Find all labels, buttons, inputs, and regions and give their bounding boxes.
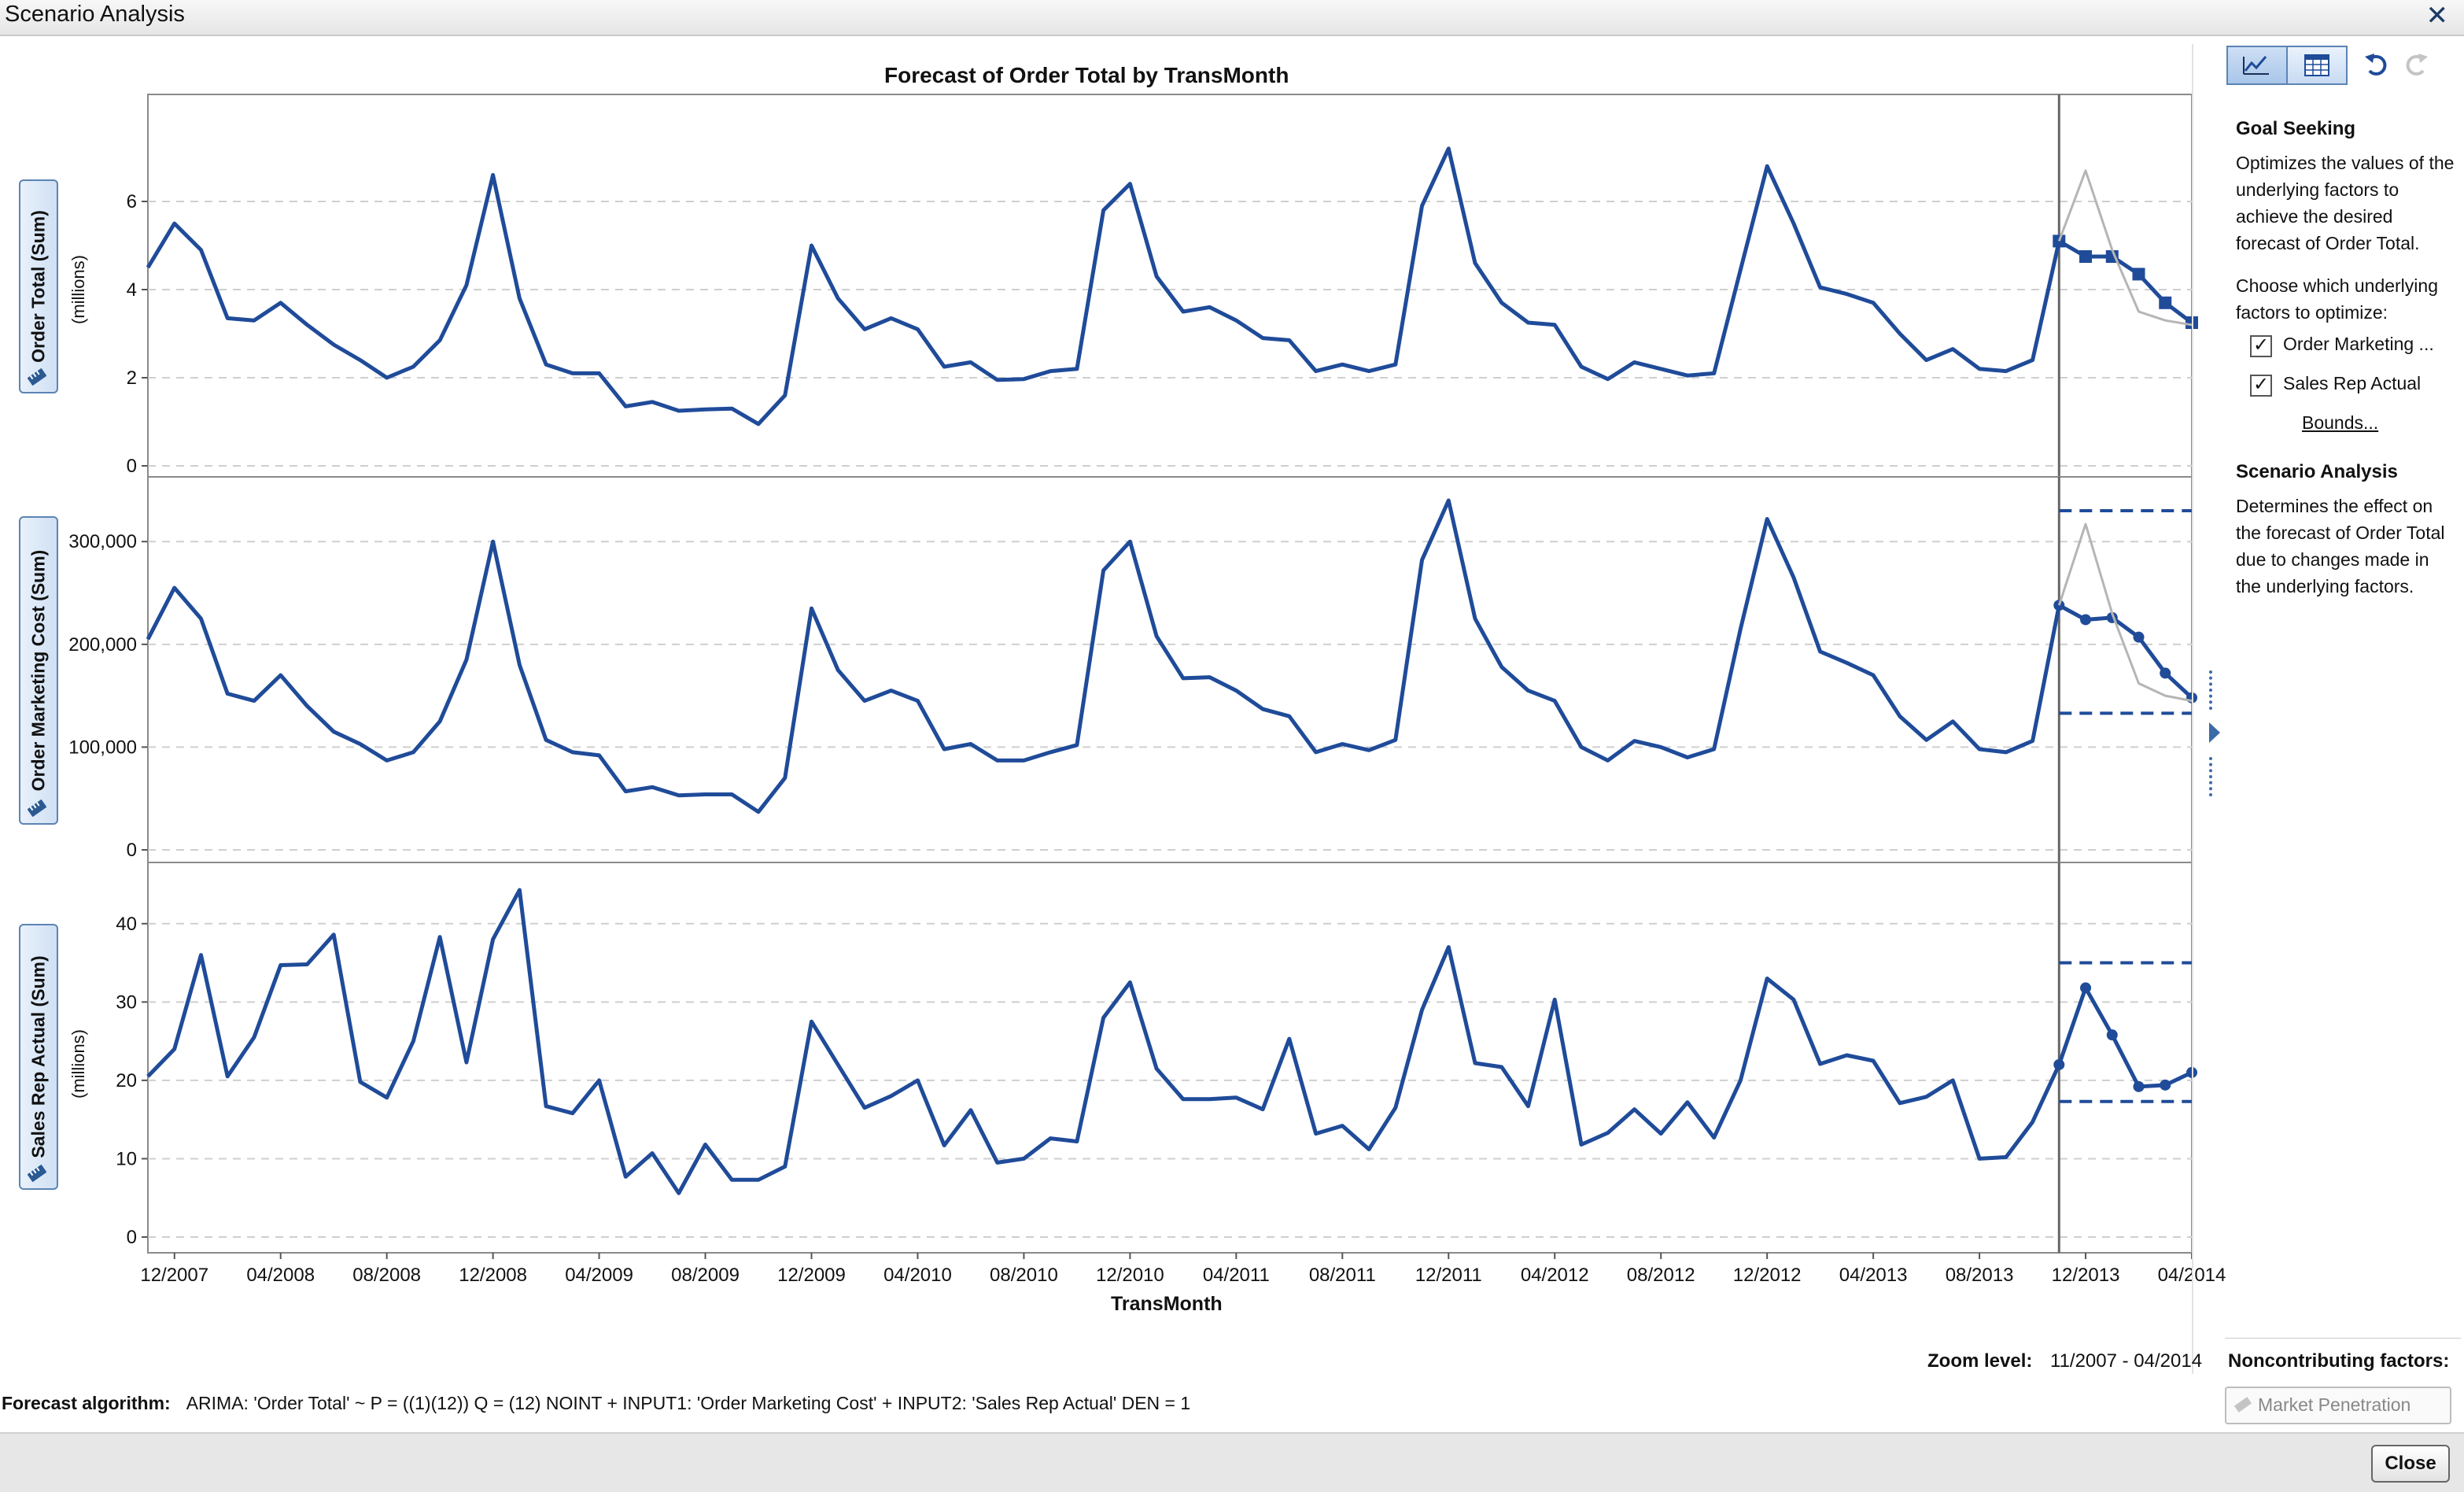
forecast-point [2053, 1058, 2065, 1070]
scenario-forecast-line [2056, 985, 2193, 1089]
x-tick-label: 08/2013 [1946, 1265, 2014, 1286]
y-tick-label: 100,000 [68, 737, 137, 758]
forecast-point [2079, 250, 2093, 263]
y-tick-label: 0 [127, 456, 137, 477]
y-tick-label: 20 [116, 1070, 137, 1091]
forecast-point [2106, 1029, 2118, 1041]
x-tick-label: 08/2012 [1627, 1265, 1695, 1286]
zoom-level-label: Zoom level: [1927, 1350, 2033, 1372]
x-axis-label: TransMonth [1111, 1293, 1223, 1315]
y-tick-label: 10 [116, 1148, 137, 1169]
forecast-algorithm-text: ARIMA: 'Order Total' ~ P = ((1)(12)) Q =… [186, 1393, 1191, 1413]
sales-rep-actual-axis-button[interactable]: Sales Rep Actual (Sum) [19, 924, 58, 1190]
close-button[interactable]: Close [2371, 1445, 2450, 1483]
plot-frame [147, 94, 2193, 478]
plot-frame [147, 476, 2193, 863]
x-tick-label: 04/2012 [1521, 1265, 1589, 1286]
line-chart-icon [2243, 56, 2269, 75]
goal-seeking-description: Optimizes the values of the underlying f… [2236, 153, 2455, 253]
market-penetration-factor[interactable]: Market Penetration [2225, 1387, 2451, 1424]
forecast-point [2160, 1079, 2171, 1091]
line-chart-view-button[interactable] [2226, 46, 2288, 85]
ruler-icon [28, 1165, 46, 1182]
forecast-point [2159, 296, 2172, 309]
sales-rep-actual-checkbox[interactable] [2250, 373, 2272, 397]
choose-factors-text: Choose which underlying factors to optim… [2236, 275, 2438, 323]
zoom-level-value: 11/2007 - 04/2014 [2050, 1350, 2203, 1372]
x-tick-label: 12/2010 [1096, 1265, 1164, 1286]
forecast-point [2053, 600, 2065, 611]
x-tick-label: 04/2010 [883, 1265, 952, 1286]
ruler-icon [28, 368, 46, 386]
x-tick-label: 12/2008 [459, 1265, 527, 1286]
forecast-point [2053, 235, 2066, 248]
forecast-point [2080, 614, 2092, 626]
sidebar-separator [2225, 1338, 2461, 1339]
x-tick-label: 12/2009 [777, 1265, 846, 1286]
order-total-axis-button[interactable]: Order Total (Sum) [19, 179, 58, 393]
y-tick-label: 200,000 [68, 634, 137, 656]
redo-icon[interactable] [2403, 50, 2431, 79]
resize-grip[interactable] [2209, 670, 2215, 710]
order-marketing-cost-axis-button[interactable]: Order Marketing Cost (Sum) [19, 516, 58, 825]
y-tick-label: 40 [116, 914, 137, 935]
resize-grip[interactable] [2209, 757, 2215, 796]
forecast-point [2133, 1080, 2145, 1092]
x-tick-label: 04/2013 [1839, 1265, 1908, 1286]
sales-rep-actual-factor-label: Sales Rep Actual [2283, 373, 2422, 393]
y-tick-label: 6 [127, 191, 137, 212]
x-tick-label: 08/2010 [990, 1265, 1058, 1286]
forecast-point [2080, 982, 2092, 994]
x-tick-label: 12/2007 [140, 1265, 208, 1286]
scenario-analysis-description: Determines the effect on the forecast of… [2236, 496, 2445, 596]
baseline-forecast-line [2057, 523, 2193, 703]
history-line [146, 146, 2061, 427]
x-tick-label: 08/2009 [671, 1265, 740, 1286]
forecast-point [2133, 631, 2145, 643]
x-tick-label: 04/2011 [1203, 1265, 1270, 1286]
forecast-algorithm-label: Forecast algorithm: [2, 1393, 171, 1413]
plot-frame [147, 862, 2193, 1254]
y-tick-label: 4 [127, 279, 137, 301]
panel-divider [2192, 44, 2193, 1374]
x-tick-label: 12/2011 [1415, 1265, 1482, 1286]
order-marketing-factor-label: Order Marketing ... [2283, 334, 2434, 354]
goal-seeking-heading: Goal Seeking [2236, 118, 2356, 139]
forecast-algorithm: Forecast algorithm: ARIMA: 'Order Total' … [2, 1393, 1190, 1414]
baseline-forecast-line [2057, 169, 2193, 327]
bounds-link[interactable]: Bounds... [2302, 412, 2379, 433]
y-tick-label: 2 [127, 367, 137, 389]
view-toolbar [2226, 46, 2455, 85]
x-tick-label: 04/2008 [246, 1265, 315, 1286]
y-tick-label: 30 [116, 992, 137, 1013]
forecast-point [2132, 268, 2145, 281]
y-tick-label: 0 [127, 840, 137, 861]
close-icon[interactable]: ✕ [2425, 1, 2449, 31]
window-titlebar: Scenario Analysis ✕ [0, 0, 2464, 36]
x-tick-label: 12/2013 [2052, 1265, 2120, 1286]
x-tick-label: 08/2008 [352, 1265, 421, 1286]
noncontributing-factors-label: Noncontributing factors: [2228, 1350, 2450, 1372]
ruler-icon [2234, 1397, 2252, 1413]
expand-panel-arrow-icon[interactable] [2209, 722, 2220, 743]
scenario-analysis-heading: Scenario Analysis [2236, 461, 2398, 482]
y-tick-label: 300,000 [68, 531, 137, 552]
undo-icon[interactable] [2362, 50, 2390, 79]
forecast-point [2160, 667, 2171, 679]
history-line [146, 498, 2061, 814]
table-view-button[interactable] [2286, 46, 2348, 85]
y-tick-label: 0 [127, 1227, 137, 1248]
table-icon [2304, 54, 2329, 76]
chart-title: Forecast of Order Total by TransMonth [884, 63, 1289, 87]
ruler-icon [28, 800, 46, 817]
x-tick-label: 12/2012 [1733, 1265, 1802, 1286]
order-marketing-checkbox[interactable] [2250, 334, 2272, 357]
dialog-footer: Close [0, 1432, 2464, 1492]
market-penetration-label: Market Penetration [2258, 1394, 2411, 1415]
x-tick-label: 04/2009 [565, 1265, 633, 1286]
window-title: Scenario Analysis [5, 2, 185, 27]
x-tick-label: 08/2011 [1309, 1265, 1376, 1286]
history-line [146, 888, 2061, 1195]
